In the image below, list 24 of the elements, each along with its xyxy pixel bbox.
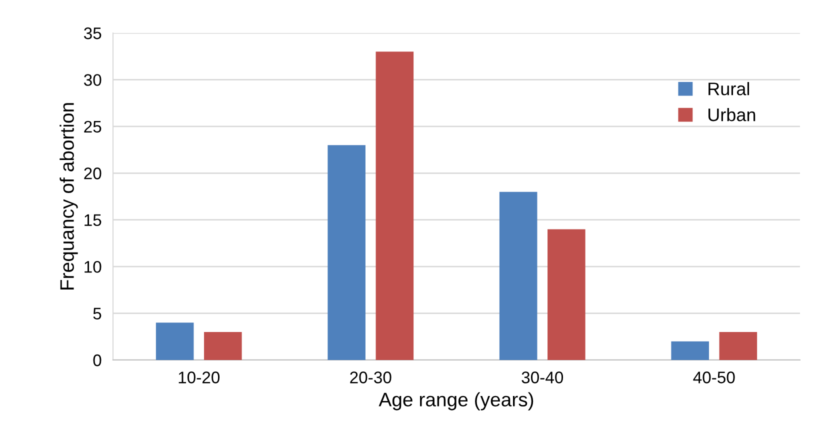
- x-tick-label: 10-20: [178, 372, 220, 384]
- y-tick-label: 25: [84, 120, 102, 133]
- bar: [156, 322, 194, 360]
- bar: [671, 341, 709, 360]
- y-tick-label: 5: [93, 308, 102, 320]
- bar: [499, 192, 538, 360]
- y-tick-label: 0: [93, 354, 102, 366]
- bar: [204, 332, 242, 360]
- y-axis-title: Frequancy of abortion: [60, 103, 78, 290]
- y-tick-label: 15: [84, 214, 102, 226]
- bar: [376, 52, 414, 360]
- bar: [328, 145, 366, 360]
- legend-label: Rural: [708, 82, 750, 96]
- legend-label: Urban: [708, 108, 756, 122]
- x-tick-label: 40-50: [693, 372, 735, 384]
- y-tick-label: 20: [84, 168, 102, 180]
- y-tick-label: 35: [84, 27, 102, 40]
- y-tick-label: 30: [84, 74, 102, 86]
- y-tick-label: 10: [84, 260, 102, 273]
- bar: [719, 332, 758, 360]
- bar: [548, 229, 586, 360]
- x-tick-label: 20-30: [350, 372, 392, 384]
- x-axis-title: Age range (years): [378, 392, 534, 410]
- x-tick-label: 30-40: [522, 372, 564, 384]
